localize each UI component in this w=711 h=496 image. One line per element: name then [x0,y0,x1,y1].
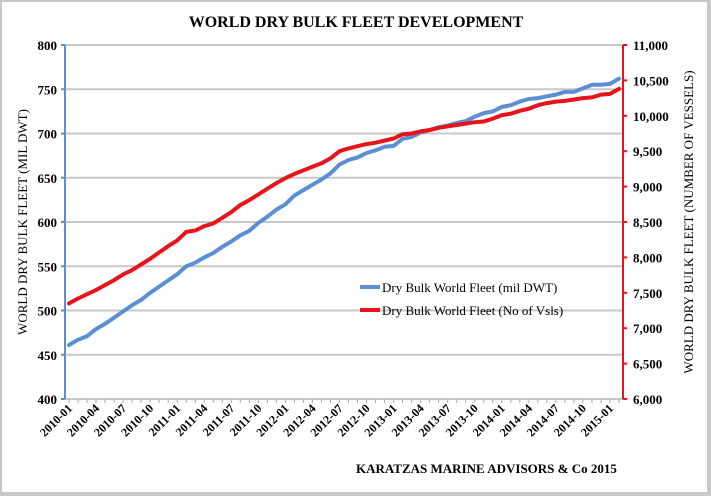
y-axis-title: WORLD DRY BULK FLEET (MIL DWT) [15,109,30,335]
y2-tick-label: 11,000 [633,38,668,53]
y2-axis-title: WORLD DRY BULK FLEET (NUMBER OF VESSELS) [681,70,696,373]
legend-label-dwt: Dry Bulk World Fleet (mil DWT) [382,280,557,295]
legend-item-vessels: Dry Bulk World Fleet (No of Vsls) [360,303,563,318]
y-tick-label: 800 [38,38,58,53]
legend-label-vessels: Dry Bulk World Fleet (No of Vsls) [382,303,563,318]
y2-tick-label: 8,500 [633,215,662,230]
series-line-vessels [67,86,621,306]
y-tick-label: 450 [38,348,58,363]
x-axis-tick-labels: 2010-012010-042010-072010-102011-012011-… [37,401,616,439]
y2-tick-label: 9,000 [633,180,662,195]
chart-title: WORLD DRY BULK FLEET DEVELOPMENT [189,14,524,31]
x-axis-ticks [68,399,620,403]
y2-tick-label: 7,000 [633,321,662,336]
y-tick-label: 750 [38,82,58,97]
left-axis-tick-labels: 400 450 500 550 600 650 700 750 800 [38,38,58,407]
source-note: KARATZAS MARINE ADVISORS & Co 2015 [356,461,617,476]
series-lines [67,76,621,347]
y-tick-label: 500 [38,304,58,319]
y-tick-label: 600 [38,215,58,230]
y2-tick-label: 7,500 [633,286,662,301]
line-chart: WORLD DRY BULK FLEET DEVELOPMENT 400 450 5… [15,14,696,476]
y-tick-label: 650 [38,171,58,186]
y2-tick-label: 6,000 [633,392,662,407]
y-tick-label: 700 [38,127,58,142]
y2-tick-label: 10,500 [633,73,669,88]
gridlines [61,44,623,400]
legend: Dry Bulk World Fleet (mil DWT) Dry Bulk … [360,280,563,318]
series-line-dwt [67,76,621,347]
chart-frame: WORLD DRY BULK FLEET DEVELOPMENT 400 450 5… [2,2,707,492]
right-axis-tick-labels: 6,000 6,500 7,000 7,500 8,000 8,500 9,000 9,500… [623,38,669,407]
y2-tick-label: 10,000 [633,109,669,124]
y2-tick-label: 6,500 [633,357,662,372]
y2-tick-label: 9,500 [633,144,662,159]
y-tick-label: 400 [38,392,58,407]
legend-item-dwt: Dry Bulk World Fleet (mil DWT) [360,280,557,295]
y-tick-label: 550 [38,259,58,274]
y2-tick-label: 8,000 [633,250,662,265]
